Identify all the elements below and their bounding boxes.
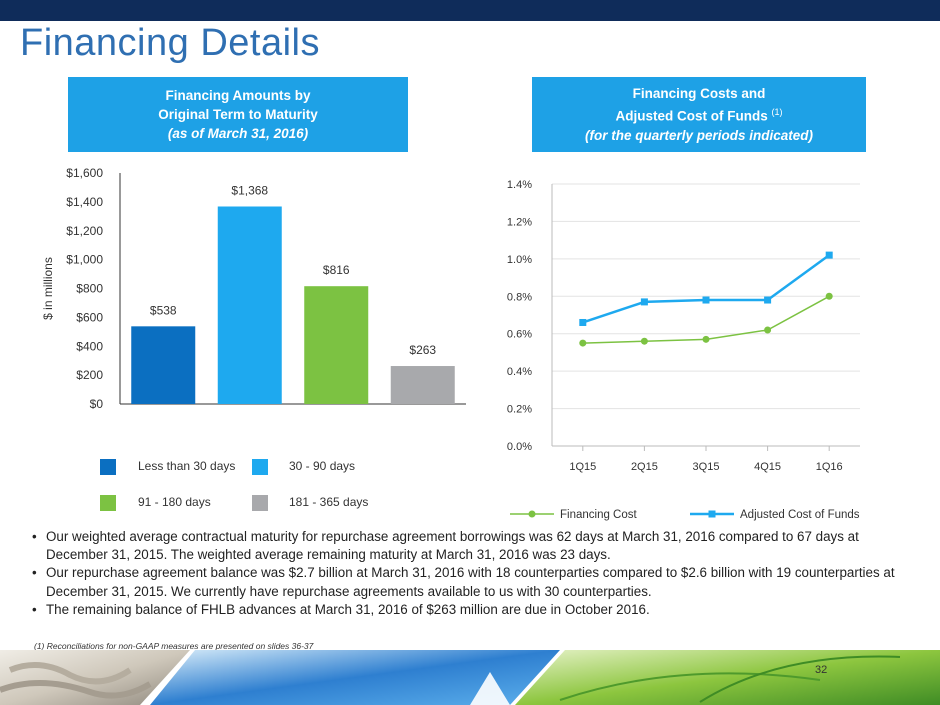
y-tick-label: $1,200	[66, 224, 103, 238]
y-tick-label: 0.4%	[507, 366, 532, 378]
data-point	[702, 296, 710, 304]
legend-marker	[708, 510, 716, 518]
y-tick-label: 0.0%	[507, 441, 532, 453]
left-header-line3: (as of March 31, 2016)	[167, 126, 309, 141]
legend-label-91-180: 91 - 180 days	[138, 495, 211, 509]
series-line	[582, 254, 830, 324]
bar	[217, 206, 282, 404]
legend-label-181-365: 181 - 365 days	[289, 495, 369, 509]
right-chart-header: Financing Costs and Adjusted Cost of Fun…	[532, 77, 866, 152]
left-header-line2: Original Term to Maturity	[158, 107, 318, 122]
y-tick-label: 0.8%	[507, 291, 532, 303]
bar-legend: Less than 30 days 30 - 90 days 91 - 180 …	[100, 455, 400, 515]
right-header-line1: Financing Costs and	[632, 86, 766, 102]
y-tick-label: $1,400	[66, 195, 103, 209]
y-axis-label: $ in millions	[41, 257, 55, 320]
y-tick-label: $1,600	[66, 166, 103, 180]
page-number: 32	[815, 664, 828, 676]
y-tick-label: $400	[76, 339, 103, 353]
y-tick-label: 1.0%	[507, 254, 532, 266]
data-point	[764, 296, 772, 304]
x-tick-label: 3Q15	[693, 461, 720, 473]
bar-value-label: $263	[409, 343, 436, 357]
data-point	[825, 292, 833, 300]
legend-marker	[528, 510, 536, 518]
bar-chart: $0 $200 $400 $600 $800 $1,000 $1,200 $1,400 $1,6…	[41, 166, 466, 411]
right-header-line3: (for the quarterly periods indicated)	[584, 127, 814, 143]
line-chart: 0.0% 0.2% 0.4% 0.6% 0.8% 1.0% 1.2% 1.4% 1Q15 2Q15…	[507, 179, 860, 521]
legend-swatch-30-90	[252, 459, 268, 475]
x-tick-label: 1Q16	[816, 461, 843, 473]
data-point	[579, 318, 587, 326]
bar	[131, 326, 196, 404]
bottom-image-strip	[0, 650, 940, 705]
y-tick-label: 1.4%	[507, 179, 532, 191]
legend-label-30-90: 30 - 90 days	[289, 459, 356, 473]
leaf-image	[515, 650, 940, 705]
x-tick-label: 4Q15	[754, 461, 781, 473]
right-header-line2: Adjusted Cost of Funds	[615, 108, 768, 124]
bar	[390, 366, 455, 404]
top-bar	[0, 0, 940, 21]
left-chart-header: Financing Amounts by Original Term to Ma…	[68, 77, 408, 152]
data-point	[764, 326, 772, 334]
bar-value-label: $538	[150, 303, 177, 317]
bar	[304, 286, 369, 404]
legend-swatch-181-365	[252, 495, 268, 511]
y-tick-label: $0	[90, 397, 104, 411]
bar-value-label: $816	[323, 263, 350, 277]
bullet-item: The remaining balance of FHLB advances a…	[28, 601, 908, 619]
data-point	[579, 339, 587, 347]
legend-label: Adjusted Cost of Funds	[740, 509, 860, 521]
sky-image	[150, 650, 560, 705]
x-tick-label: 2Q15	[631, 461, 658, 473]
y-tick-label: 1.2%	[507, 216, 532, 228]
legend-swatch-less-than-30	[100, 459, 116, 475]
legend-label-less-than-30: Less than 30 days	[138, 459, 236, 473]
y-tick-label: $1,000	[66, 253, 103, 267]
bullet-item: Our weighted average contractual maturit…	[28, 528, 908, 564]
left-header-line1: Financing Amounts by	[165, 88, 311, 103]
page-title: Financing Details	[20, 22, 320, 64]
legend-swatch-91-180	[100, 495, 116, 511]
data-point	[640, 298, 648, 306]
data-point	[825, 251, 833, 259]
data-point	[640, 337, 648, 345]
bar-value-label: $1,368	[231, 183, 268, 197]
bullet-list: Our weighted average contractual maturit…	[28, 528, 908, 619]
x-tick-label: 1Q15	[569, 461, 596, 473]
right-header-footnote-ref: (1)	[771, 107, 783, 118]
legend-label: Financing Cost	[560, 509, 638, 521]
y-tick-label: $800	[76, 282, 103, 296]
footnote: (1) Reconciliations for non-GAAP measure…	[34, 641, 314, 651]
bullet-item: Our repurchase agreement balance was $2.…	[28, 564, 908, 600]
y-tick-label: 0.2%	[507, 404, 532, 416]
y-tick-label: 0.6%	[507, 329, 532, 341]
y-tick-label: $600	[76, 310, 103, 324]
data-point	[702, 335, 710, 343]
y-tick-label: $200	[76, 368, 103, 382]
